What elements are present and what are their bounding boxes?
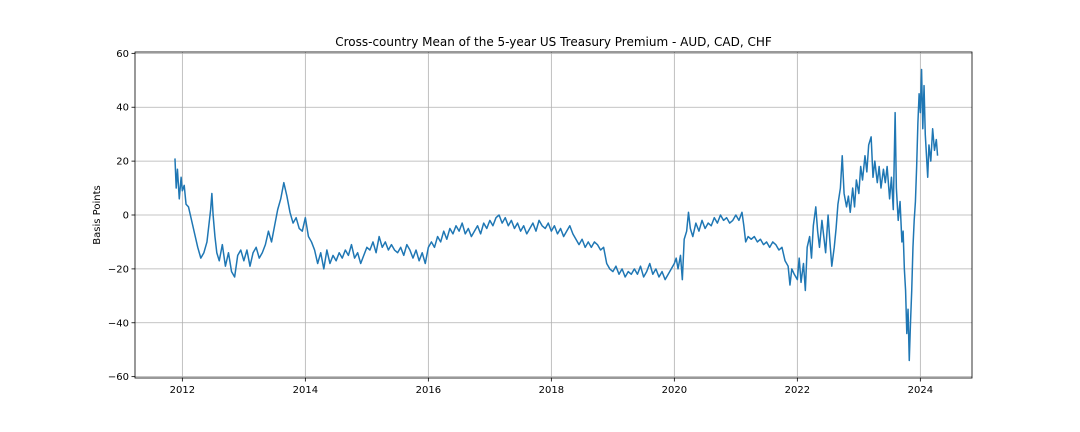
y-tick-label: 0 bbox=[123, 211, 129, 222]
y-axis-label: Basis Points bbox=[92, 185, 103, 244]
x-tick-label: 2012 bbox=[170, 385, 195, 396]
x-tick-label: 2016 bbox=[416, 385, 441, 396]
x-tick-label: 2024 bbox=[908, 385, 933, 396]
y-tick-label: −60 bbox=[108, 372, 129, 383]
y-tick-label: 20 bbox=[116, 157, 129, 168]
x-tick-label: 2022 bbox=[785, 385, 810, 396]
y-tick-label: −20 bbox=[108, 264, 129, 275]
axis-ticks: 2012 2014 2016 2018 2020 2022 2024 −60 −40 −20 0 20… bbox=[108, 49, 933, 396]
grid bbox=[135, 52, 972, 378]
x-tick-label: 2020 bbox=[662, 385, 687, 396]
y-tick-label: 60 bbox=[116, 49, 129, 60]
y-tick-label: 40 bbox=[116, 103, 129, 114]
y-tick-label: −40 bbox=[108, 318, 129, 329]
series-line bbox=[174, 68, 939, 362]
x-tick-label: 2018 bbox=[539, 385, 564, 396]
chart-title: Cross-country Mean of the 5-year US Trea… bbox=[335, 35, 772, 49]
x-tick-label: 2014 bbox=[293, 385, 318, 396]
